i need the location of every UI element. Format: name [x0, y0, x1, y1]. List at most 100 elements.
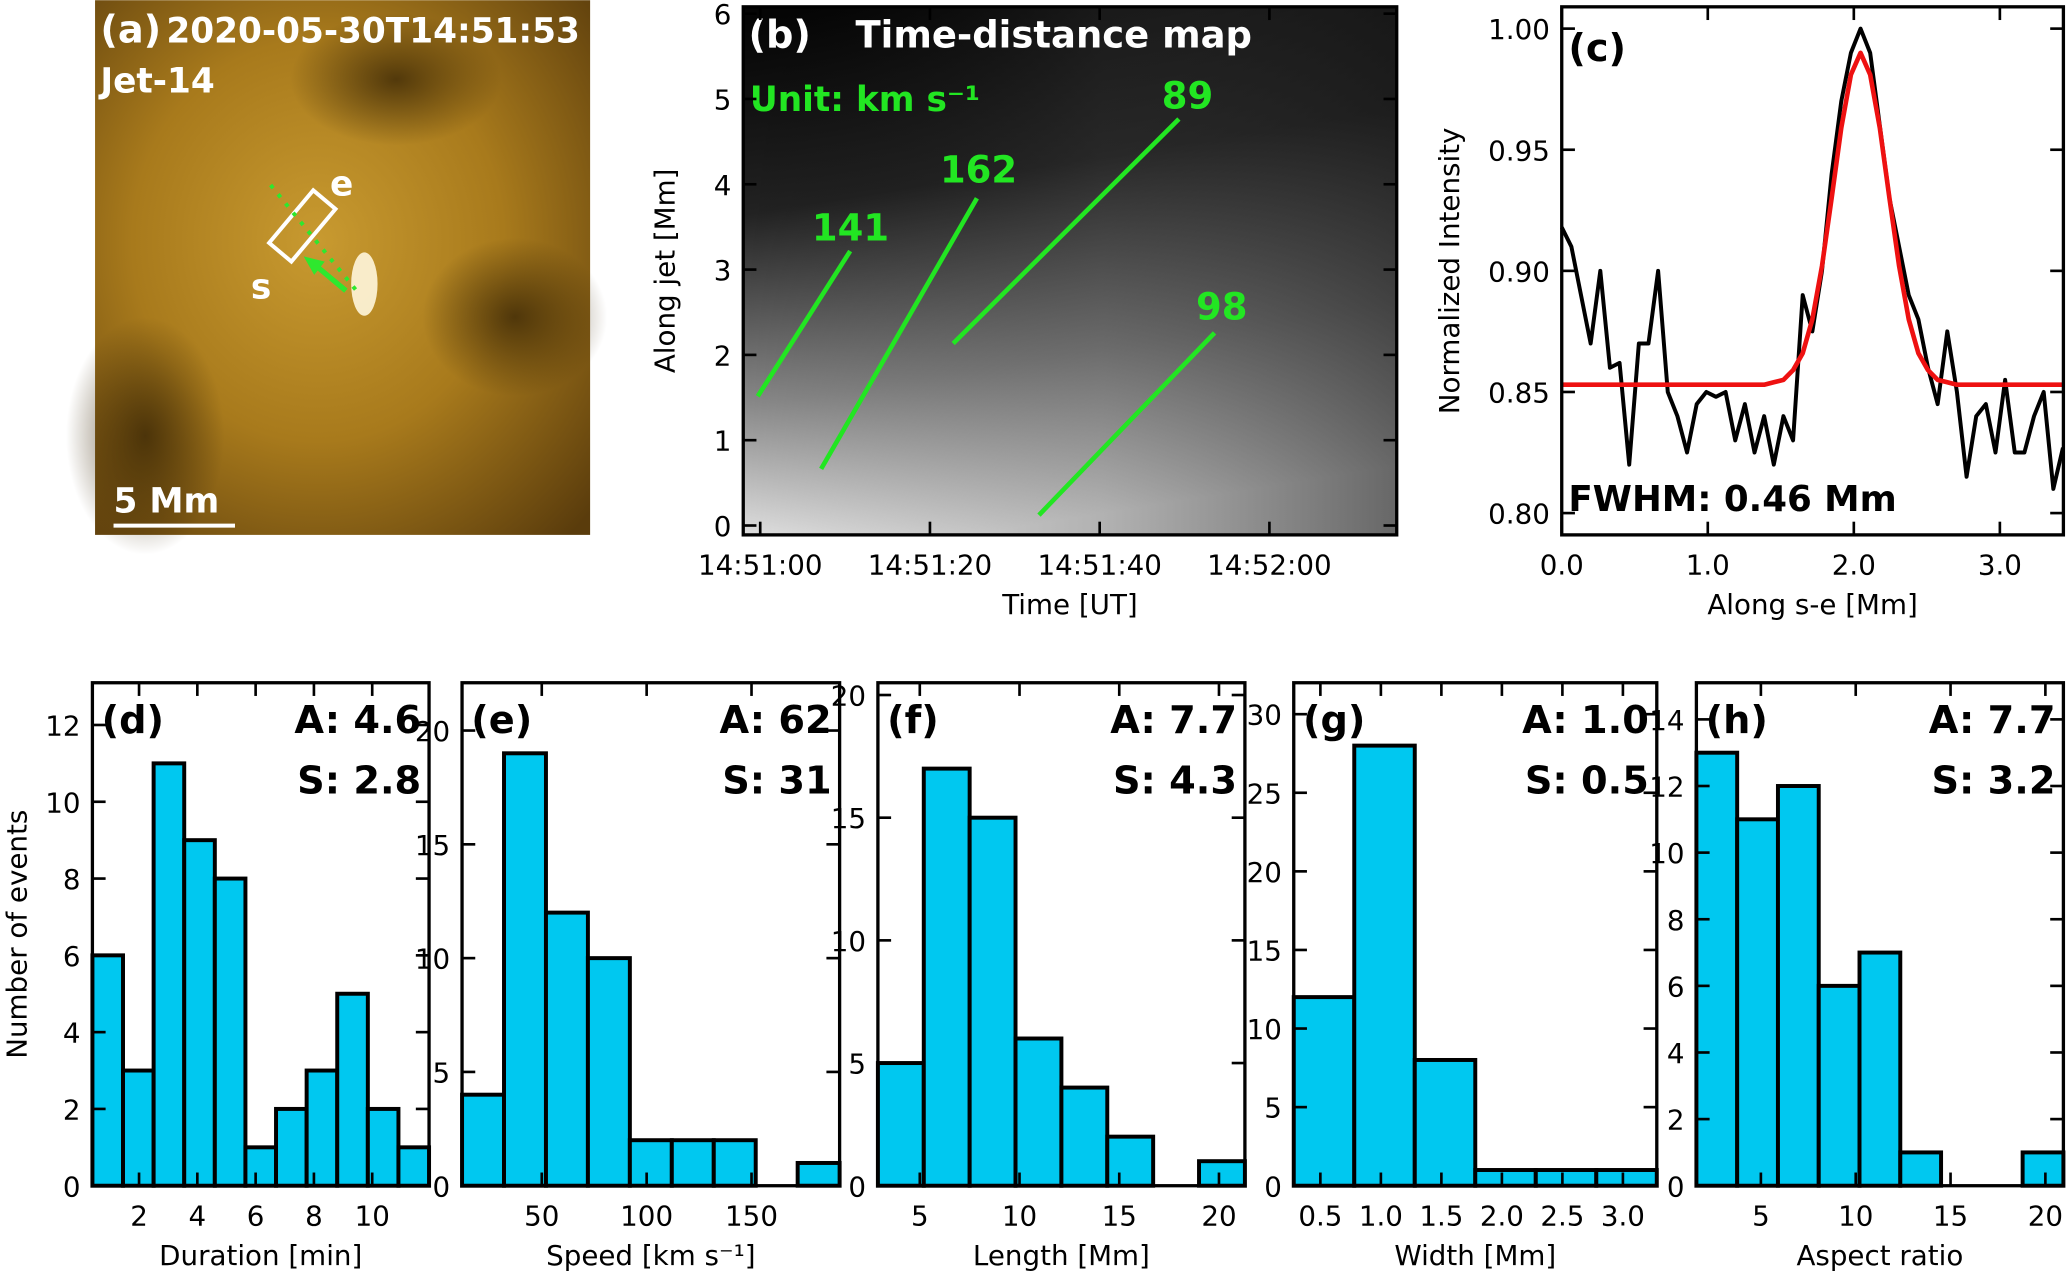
speed-fit — [1037, 331, 1217, 517]
jet-label: Jet-14 — [98, 62, 214, 102]
axes-frame — [1560, 5, 2066, 537]
panel-label: (h) — [1706, 698, 1768, 743]
x-tick-label: 5 — [911, 1199, 929, 1232]
y-tick-label: 20 — [831, 680, 866, 713]
bar — [90, 953, 125, 1188]
x-tick-label: 2.0 — [1480, 1199, 1524, 1232]
stat-label: A: 7.7 — [1110, 698, 1237, 743]
x-tick-label: 20 — [1201, 1199, 1236, 1232]
y-tick-label: 4 — [714, 169, 732, 202]
y-tick-label: 0 — [848, 1170, 866, 1203]
bar — [151, 761, 187, 1188]
time-distance-shade — [743, 6, 1397, 535]
bar — [627, 1138, 674, 1188]
y-tick-label: 1 — [714, 425, 732, 458]
x-tick-label: 14:51:20 — [868, 548, 993, 581]
x-tick-label: 8 — [305, 1199, 323, 1232]
y-tick-label: 2 — [1667, 1104, 1685, 1137]
y-tick-label: 20 — [1247, 856, 1282, 889]
y-tick-label: 12 — [45, 710, 80, 743]
y-tick-label: 10 — [1247, 1013, 1282, 1046]
x-tick-label: 0.5 — [1298, 1199, 1342, 1232]
y-tick-label: 0 — [433, 1170, 451, 1203]
y-tick-label: 0 — [1667, 1170, 1685, 1203]
panel-label: (g) — [1303, 698, 1365, 743]
stat-label: A: 4.6 — [294, 698, 421, 743]
y-tick-label: 10 — [831, 925, 866, 958]
bar — [795, 1160, 842, 1188]
bar — [669, 1138, 716, 1188]
y-tick-label: 0.80 — [1488, 498, 1550, 531]
y-tick-label: 6 — [1667, 970, 1685, 1003]
panel-label: (d) — [102, 698, 164, 743]
y-tick-label: 6 — [63, 940, 81, 973]
y-tick-label: 5 — [714, 84, 732, 117]
x-tick-label: 2.0 — [1832, 548, 1876, 581]
y-tick-label: 20 — [415, 715, 450, 748]
stat-label: A: 62 — [719, 698, 831, 743]
axes-frame — [460, 681, 842, 1188]
bar — [2020, 1150, 2066, 1188]
bar — [921, 766, 972, 1188]
x-tick-label: 14:51:40 — [1037, 548, 1162, 581]
bar — [1352, 743, 1417, 1188]
x-tick-label: 150 — [725, 1199, 778, 1232]
bar — [585, 956, 632, 1188]
y-tick-label: 14 — [1649, 704, 1684, 737]
y-axis-label: Normalized Intensity — [1433, 128, 1466, 415]
y-axis-label: Along jet [Mm] — [649, 169, 682, 374]
panel-a: (a) 2020-05-30T14:51:53 UT Jet-14 5 Mm e… — [66, 0, 644, 555]
y-tick-label: 30 — [1247, 699, 1282, 732]
end-label: e — [330, 165, 353, 205]
y-tick-label: 0.90 — [1488, 255, 1550, 288]
x-axis-label: Length [Mm] — [973, 1239, 1150, 1272]
panel: 0 1 2 3 4 5 6 14:51:00 14:51:20 14:51:40 14:52:00 T… — [649, 0, 1399, 621]
x-tick-label: 1.5 — [1419, 1199, 1463, 1232]
y-tick-label: 4 — [63, 1017, 81, 1050]
y-tick-label: 10 — [45, 786, 80, 819]
speed-fit — [951, 117, 1181, 346]
bar — [1291, 995, 1357, 1188]
fwhm-note: FWHM: 0.46 Mm — [1568, 479, 1896, 520]
y-tick-label: 6 — [714, 0, 732, 31]
speed-label: 98 — [1196, 286, 1247, 329]
x-axis-label: Width [Mm] — [1394, 1239, 1556, 1272]
x-tick-label: 10 — [1002, 1199, 1037, 1232]
y-tick-label: 15 — [415, 829, 450, 862]
panel: 0 2 4 6 8 10 12 2 4 6 8 10 Duration [min] Number of e… — [0, 681, 432, 1272]
x-tick-label: 15 — [1933, 1199, 1968, 1232]
unit-note: Unit: km s⁻¹ — [750, 80, 980, 120]
y-tick-label: 10 — [1649, 837, 1684, 870]
x-tick-label: 2.5 — [1540, 1199, 1584, 1232]
y-tick-label: 15 — [1247, 935, 1282, 968]
dark-region — [290, 13, 502, 146]
stat-label: S: 31 — [722, 759, 831, 804]
dark-region — [422, 237, 608, 397]
bar — [182, 838, 217, 1188]
y-tick-label: 5 — [1264, 1092, 1282, 1125]
y-tick-label: 15 — [831, 802, 866, 835]
bar — [396, 1145, 432, 1188]
panel: 0 5 10 15 20 25 30 0.5 1.0 1.5 2.0 2.5 3.0 Width [Mm]… — [1247, 681, 1659, 1272]
x-tick-label: 3.0 — [1978, 548, 2022, 581]
y-axis-label: Number of events — [0, 810, 33, 1059]
speed-label: 141 — [812, 206, 889, 249]
jet-brightening — [351, 252, 378, 316]
axes-frame — [90, 681, 431, 1188]
line-series — [1559, 26, 2065, 491]
bar — [1473, 1168, 1538, 1188]
stat-label: A: 7.7 — [1929, 698, 2056, 743]
bar — [1105, 1134, 1156, 1188]
bar — [335, 991, 370, 1188]
bar — [1412, 1057, 1478, 1188]
scale-label: 5 Mm — [114, 481, 220, 521]
bar — [967, 815, 1018, 1188]
y-tick-label: 8 — [63, 863, 81, 896]
panel: 0 5 10 15 20 5 10 15 20 Length [Mm] (f) A: 7.7 S: 4.… — [831, 680, 1247, 1272]
y-tick-label: 1.00 — [1488, 13, 1550, 46]
y-tick-label: 0 — [1264, 1170, 1282, 1203]
x-tick-label: 2 — [130, 1199, 148, 1232]
panel-label: (c) — [1568, 26, 1626, 71]
x-tick-label: 100 — [620, 1199, 673, 1232]
